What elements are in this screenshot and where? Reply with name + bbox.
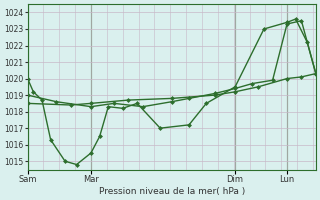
X-axis label: Pression niveau de la mer( hPa ): Pression niveau de la mer( hPa ) <box>99 187 245 196</box>
